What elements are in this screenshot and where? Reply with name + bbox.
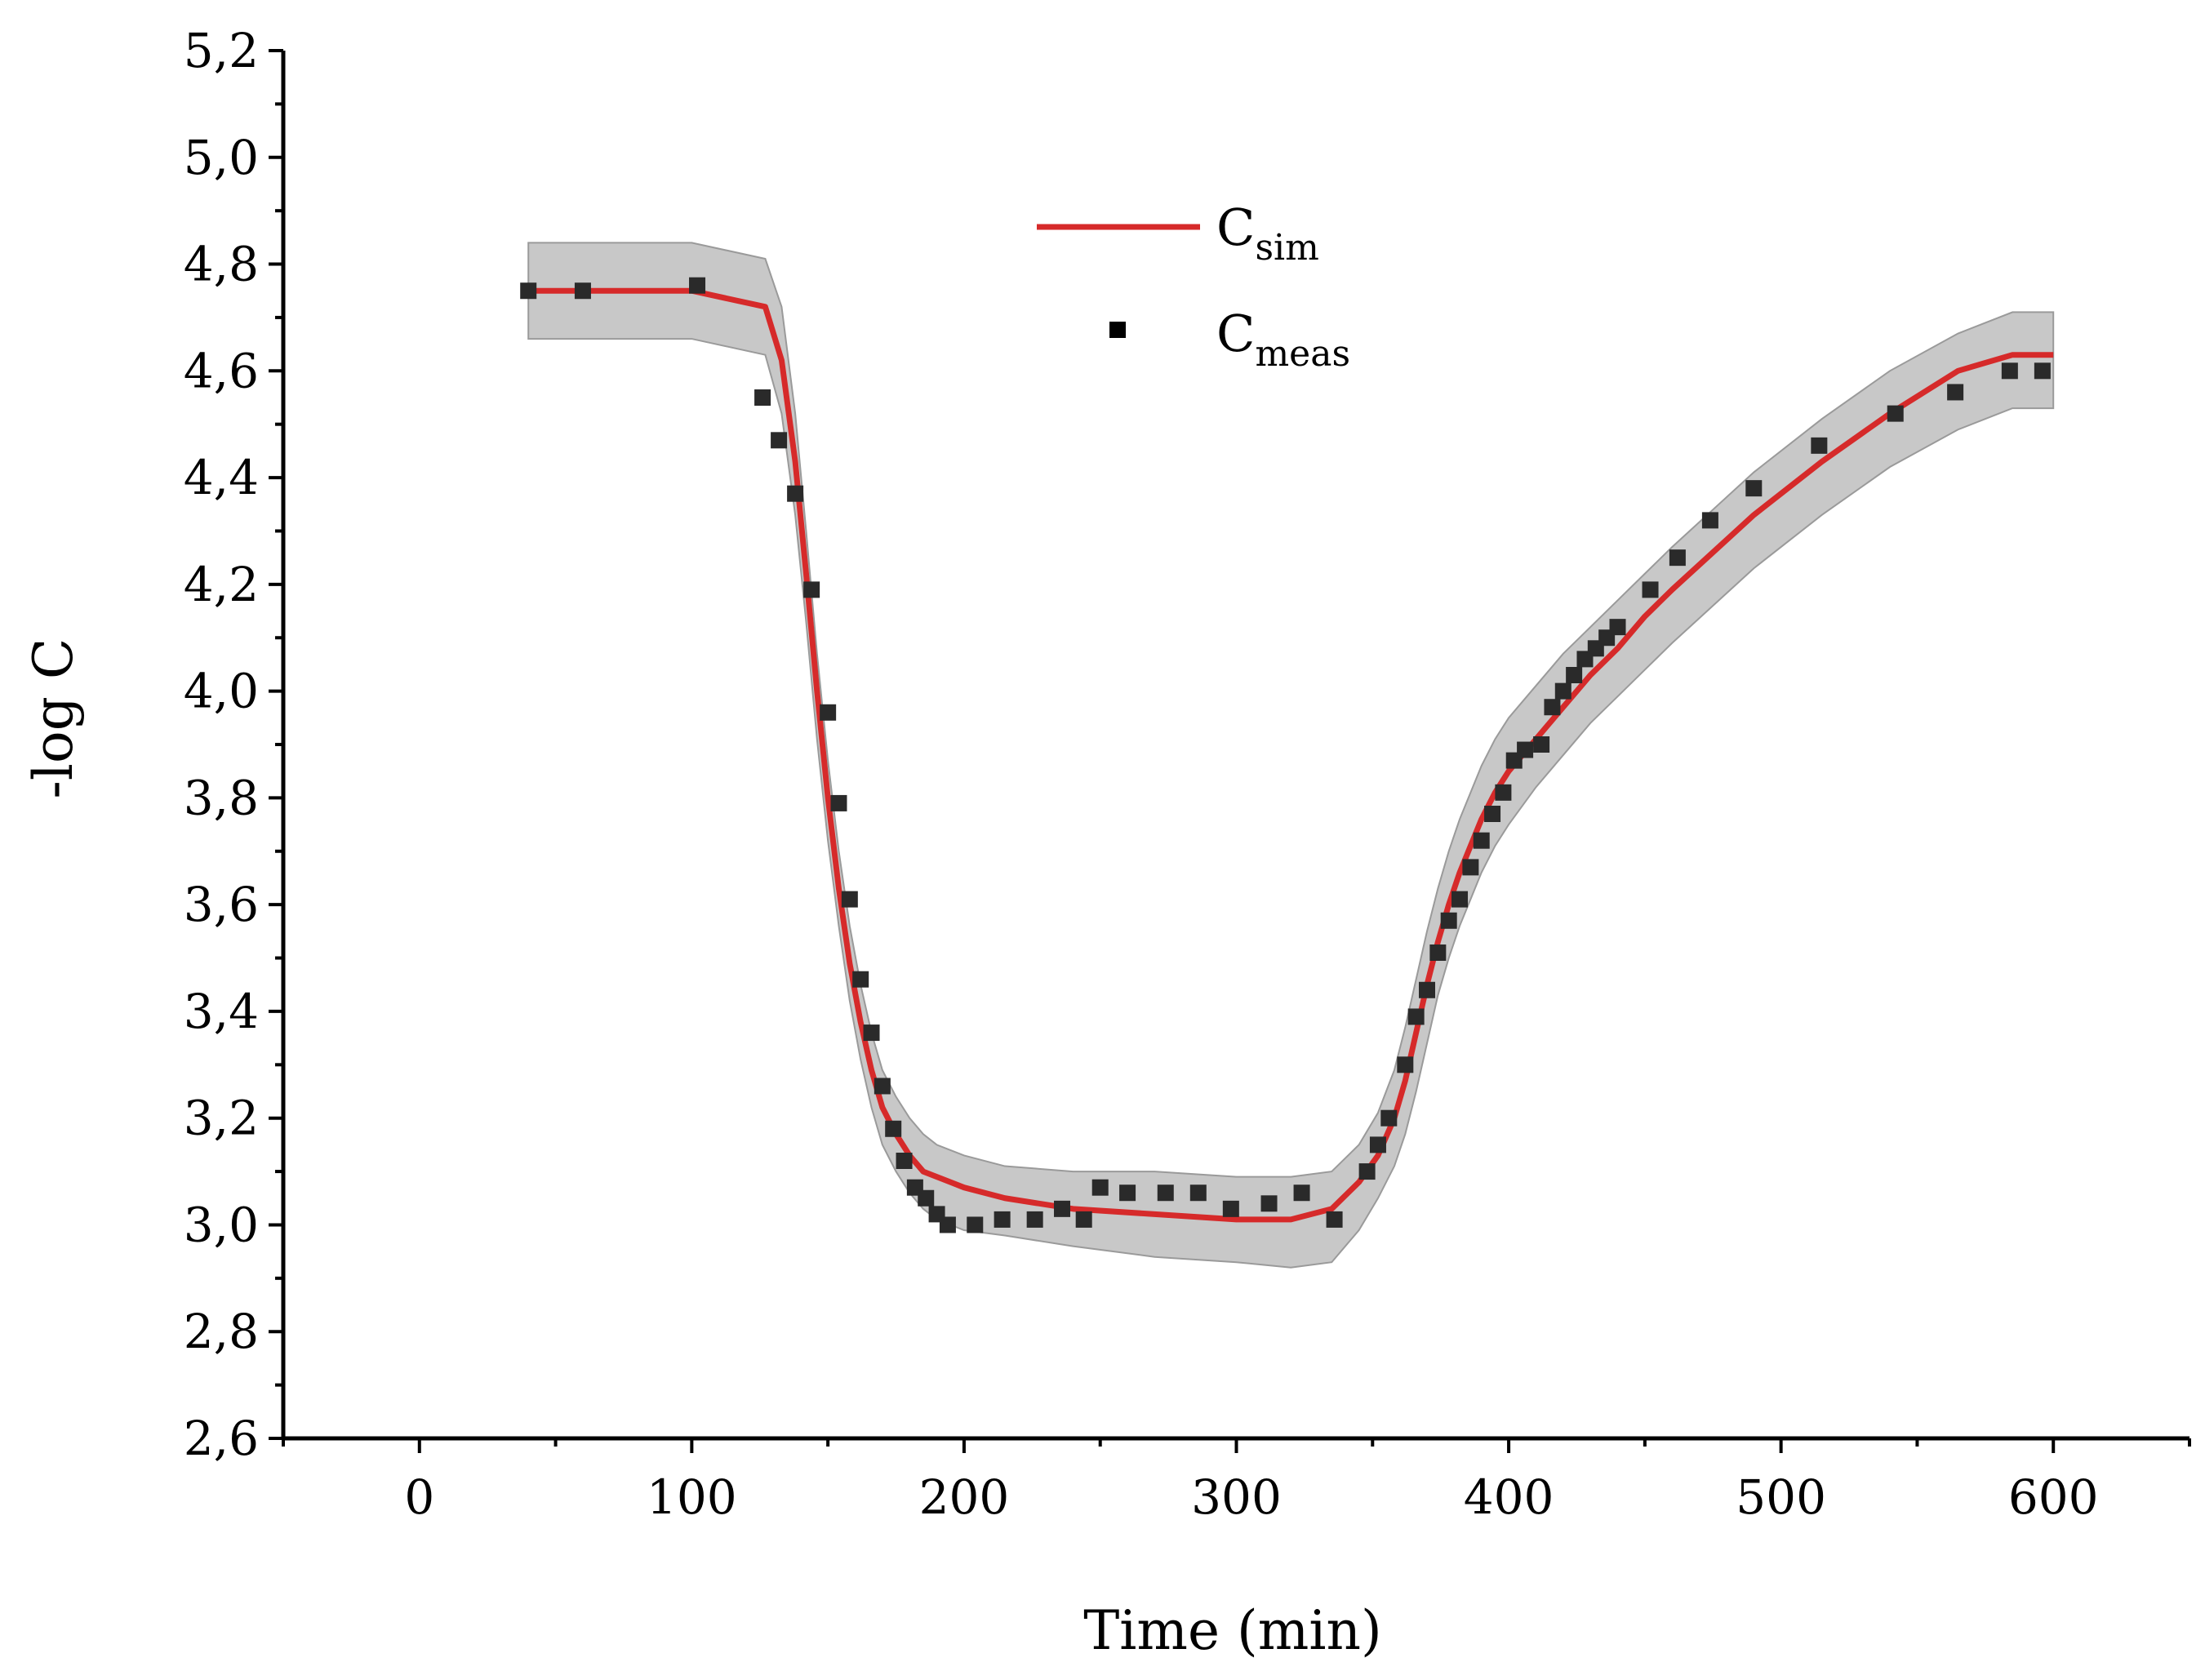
- meas-point: [1566, 667, 1583, 683]
- meas-point: [1473, 832, 1490, 849]
- meas-point: [1419, 981, 1435, 998]
- meas-point: [1091, 1179, 1109, 1196]
- meas-point: [852, 971, 869, 988]
- meas-point: [1407, 1008, 1425, 1025]
- meas-point: [918, 1189, 935, 1207]
- band-layer: [527, 242, 2055, 1269]
- legend-meas-label: Cmeas: [1216, 304, 1350, 375]
- meas-point: [1189, 1184, 1207, 1202]
- y-tick-label: 4,4: [184, 450, 259, 505]
- meas-point: [771, 432, 788, 449]
- y-tick-label: 4,6: [184, 343, 259, 398]
- meas-point: [803, 581, 820, 598]
- meas-point: [1157, 1184, 1174, 1202]
- y-axis-title: -log C: [22, 638, 85, 799]
- meas-point: [689, 277, 706, 294]
- y-tick-label: 4,2: [184, 557, 259, 612]
- meas-point: [1380, 1109, 1398, 1127]
- y-tick-label: 4,0: [184, 664, 259, 719]
- x-tick-label: 600: [2008, 1469, 2099, 1525]
- meas-point: [820, 704, 837, 721]
- uncertainty-band: [527, 242, 2055, 1269]
- meas-point: [1701, 512, 1718, 529]
- marker-layer: [520, 277, 2051, 1233]
- meas-point: [1811, 437, 1828, 454]
- meas-point: [1293, 1184, 1310, 1202]
- x-tick-label: 0: [404, 1469, 434, 1525]
- meas-point: [1026, 1211, 1043, 1228]
- meas-point: [1119, 1184, 1136, 1202]
- x-tick-label: 400: [1464, 1469, 1554, 1525]
- y-tick-label: 3,2: [184, 1091, 259, 1146]
- meas-point: [1462, 859, 1479, 876]
- meas-point: [2001, 362, 2018, 380]
- meas-point: [1440, 912, 1457, 929]
- legend: Csim Cmeas: [1037, 198, 1350, 375]
- meas-point: [1517, 741, 1534, 758]
- y-tick-label: 5,0: [184, 130, 259, 185]
- meas-point: [1642, 581, 1659, 598]
- meas-point: [574, 282, 591, 300]
- sim-line: [528, 287, 2054, 1223]
- meas-point: [1260, 1195, 1278, 1212]
- y-tick-label: 3,4: [184, 984, 259, 1039]
- meas-point: [754, 389, 771, 406]
- legend-meas-sub: meas: [1255, 333, 1350, 375]
- meas-point: [967, 1216, 984, 1233]
- y-tick-label: 2,6: [184, 1411, 259, 1466]
- meas-point: [1609, 619, 1626, 636]
- meas-point: [994, 1211, 1011, 1228]
- meas-point: [2034, 362, 2051, 380]
- legend-meas-main: C: [1216, 304, 1255, 363]
- meas-point: [1054, 1200, 1071, 1217]
- meas-point: [1554, 682, 1572, 700]
- meas-point: [1669, 549, 1686, 567]
- y-tick-label: 2,8: [184, 1304, 259, 1359]
- legend-sim-label: Csim: [1216, 198, 1319, 269]
- x-tick-label: 200: [919, 1469, 1010, 1525]
- legend-sim-main: C: [1216, 198, 1255, 257]
- line-layer: [528, 287, 2054, 1223]
- meas-point: [787, 485, 804, 502]
- meas-point: [1369, 1136, 1386, 1153]
- meas-point: [1397, 1056, 1414, 1073]
- meas-point: [1745, 480, 1763, 497]
- meas-point: [1484, 806, 1501, 822]
- y-tick-label: 3,6: [184, 877, 259, 932]
- meas-point: [1451, 891, 1469, 908]
- legend-meas-swatch: [1109, 322, 1126, 338]
- meas-point: [896, 1153, 913, 1169]
- x-axis-title: Time (min): [1083, 1599, 1381, 1662]
- meas-point: [1495, 784, 1512, 801]
- meas-point: [874, 1078, 891, 1095]
- meas-point: [830, 794, 847, 811]
- x-tick-label: 300: [1191, 1469, 1282, 1525]
- meas-point: [1326, 1211, 1343, 1228]
- meas-point: [863, 1024, 880, 1042]
- meas-point: [1887, 405, 1904, 422]
- meas-point: [885, 1120, 902, 1137]
- meas-point: [939, 1216, 956, 1233]
- y-tick-label: 3,0: [184, 1197, 259, 1252]
- meas-point: [1544, 699, 1561, 716]
- x-tick-label: 100: [647, 1469, 737, 1525]
- legend-sim-sub: sim: [1255, 227, 1318, 269]
- meas-point: [841, 891, 858, 908]
- x-tick-label: 500: [1736, 1469, 1826, 1525]
- meas-point: [1429, 944, 1447, 961]
- meas-point: [1947, 384, 1964, 401]
- meas-point: [1222, 1200, 1239, 1217]
- y-tick-label: 3,8: [184, 770, 259, 825]
- meas-point: [1075, 1211, 1092, 1228]
- meas-point: [1533, 736, 1550, 753]
- y-tick-label: 5,2: [184, 23, 259, 78]
- tick-layer: 2,6 2,8 3,0 3,2 3,4 3,6 3,8 4,0 4,2 4,4 4,6 4,8 5,0 5…: [184, 23, 2191, 1525]
- meas-point: [520, 282, 537, 300]
- y-tick-label: 4,8: [184, 237, 259, 292]
- meas-point: [1358, 1163, 1376, 1180]
